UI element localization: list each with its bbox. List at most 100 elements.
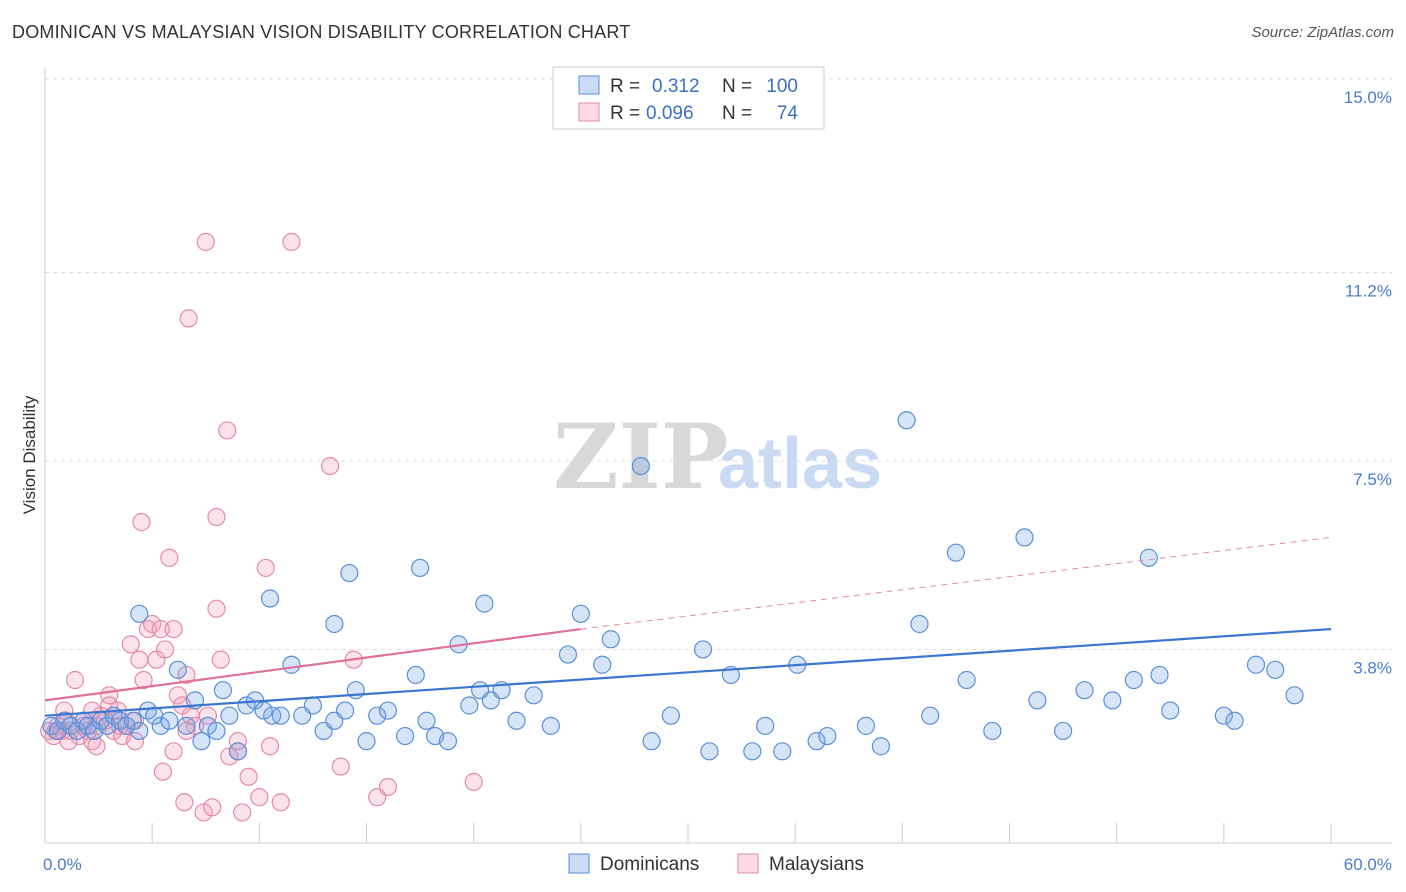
malaysians-point-47 <box>132 513 151 532</box>
watermark-atlas: atlas <box>718 424 882 504</box>
malaysians-point-73 <box>331 757 350 776</box>
dominicans-point-30 <box>254 701 273 720</box>
dominicans-point-57 <box>571 604 590 623</box>
source-credit: Source: ZipAtlas.com <box>1251 24 1394 41</box>
dominicans-point-32 <box>271 706 290 725</box>
dominicans-point-27 <box>228 742 247 761</box>
legend-r-value-malaysians: 0.096 <box>646 103 694 124</box>
legend-r-label-dominicans: R = <box>610 76 640 97</box>
dominicans-point-63 <box>693 640 713 659</box>
tick-labels: 3.8% 7.5% 11.2% 15.0% 0.0% 60.0% <box>43 88 1392 874</box>
legend-n-value-dominicans: 100 <box>766 76 798 97</box>
malaysians-point-21 <box>130 650 149 669</box>
dominicans-point-22 <box>192 732 211 751</box>
dominicans-point-33 <box>282 655 301 674</box>
dominicans-point-89 <box>1214 706 1233 725</box>
dominicans-point-14 <box>130 721 149 741</box>
dominicans-point-64 <box>700 742 719 761</box>
dominicans-point-26 <box>220 706 239 725</box>
malaysians-point-62 <box>87 737 106 756</box>
dominicans-point-70 <box>807 732 826 751</box>
malaysians-trend-extension <box>580 536 1332 630</box>
malaysians-point-50 <box>218 421 237 440</box>
dominicans-point-82 <box>1053 721 1073 741</box>
dominicans-point-35 <box>303 696 323 715</box>
dominicans-point-78 <box>957 670 976 690</box>
dominicans-point-88 <box>1161 701 1180 720</box>
malaysians-point-37 <box>211 650 230 669</box>
dominicans-point-49 <box>460 696 479 715</box>
dominicans-point-56 <box>558 645 578 664</box>
dominicans-point-85 <box>1124 670 1143 690</box>
dominicans-point-74 <box>897 411 916 430</box>
malaysians-trend-line <box>44 627 581 702</box>
dominicans-point-60 <box>631 456 650 476</box>
malaysians-point-41 <box>250 788 269 807</box>
dominicans-point-81 <box>1028 691 1047 710</box>
dominicans-point-55 <box>541 716 560 735</box>
malaysians-point-57 <box>378 777 398 797</box>
malaysians-point-51 <box>233 803 252 822</box>
malaysians-point-28 <box>160 548 179 567</box>
malaysians-point-54 <box>320 456 340 476</box>
bottom-legend-dominicans: Dominicans <box>600 854 699 875</box>
malaysians-point-61 <box>100 696 119 715</box>
dominicans-point-54 <box>524 686 543 705</box>
dominicans-point-92 <box>1266 660 1285 679</box>
chart-title: DOMINICAN VS MALAYSIAN VISION DISABILITY… <box>12 22 631 42</box>
dominicans-point-80 <box>1015 528 1034 547</box>
dominicans-point-58 <box>593 655 612 674</box>
dominicans-point-68 <box>773 742 792 761</box>
malaysians-point-42 <box>260 737 280 756</box>
bottom-legend-swatch-malaysians <box>737 853 759 874</box>
malaysians-point-27 <box>155 640 175 659</box>
malaysians-point-40 <box>239 767 258 786</box>
dominicans-point-84 <box>1103 691 1122 710</box>
malaysians-point-38 <box>220 747 239 766</box>
malaysians-point-46 <box>175 793 194 812</box>
bottom-legend-malaysians: Malaysians <box>769 854 864 875</box>
dominicans-point-47 <box>438 732 458 751</box>
legend-box: R = 0.312 N = 100 R = 0.096 N = 74 <box>552 66 825 130</box>
malaysians-point-52 <box>256 558 275 578</box>
dominicans-trend-line <box>44 627 1332 717</box>
dominicans-point-61 <box>642 732 661 751</box>
dominicans-point-72 <box>856 716 875 735</box>
malaysians-point-35 <box>194 803 213 822</box>
dominicans-point-20 <box>177 716 196 735</box>
malaysians-point-49 <box>196 232 215 252</box>
dominicans-point-25 <box>213 681 232 700</box>
dominicans-point-95 <box>340 563 359 583</box>
dominicans-point-97 <box>410 558 430 578</box>
malaysians-point-70 <box>177 721 196 741</box>
malaysians-point-48 <box>179 309 198 328</box>
bottom-legend: Dominicans Malaysians <box>568 853 864 875</box>
dominicans-point-62 <box>661 706 680 725</box>
dominicans-point-41 <box>368 706 387 725</box>
dominicans-point-38 <box>335 701 355 720</box>
dominicans-point-83 <box>1075 681 1094 700</box>
dominicans-point-24 <box>207 721 226 741</box>
y-tick-label-2: 11.2% <box>1345 282 1392 301</box>
legend-n-label-malaysians: N = <box>722 103 752 124</box>
malaysians-point-45 <box>164 742 183 761</box>
dominicans-point-93 <box>1285 686 1304 705</box>
malaysians-point-26 <box>151 619 170 639</box>
malaysians-point-72 <box>228 732 247 751</box>
dominicans-point-90 <box>1225 711 1244 730</box>
y-axis-label: Vision Disability <box>20 395 39 514</box>
dominicans-point-43 <box>395 726 415 746</box>
malaysians-point-19 <box>121 635 140 654</box>
dominicans-point-44 <box>406 665 425 685</box>
dominicans-point-73 <box>871 737 891 756</box>
malaysians-point-6 <box>65 670 85 690</box>
grid-layer <box>45 78 1392 650</box>
legend-n-label-dominicans: N = <box>722 76 752 97</box>
legend-r-value-dominicans: 0.312 <box>652 76 700 97</box>
dominicans-point-79 <box>983 721 1002 741</box>
dominicans-point-91 <box>1246 655 1266 674</box>
dominicans-point-75 <box>910 614 929 634</box>
dominicans-point-67 <box>756 716 775 735</box>
malaysians-point-29 <box>164 619 183 639</box>
